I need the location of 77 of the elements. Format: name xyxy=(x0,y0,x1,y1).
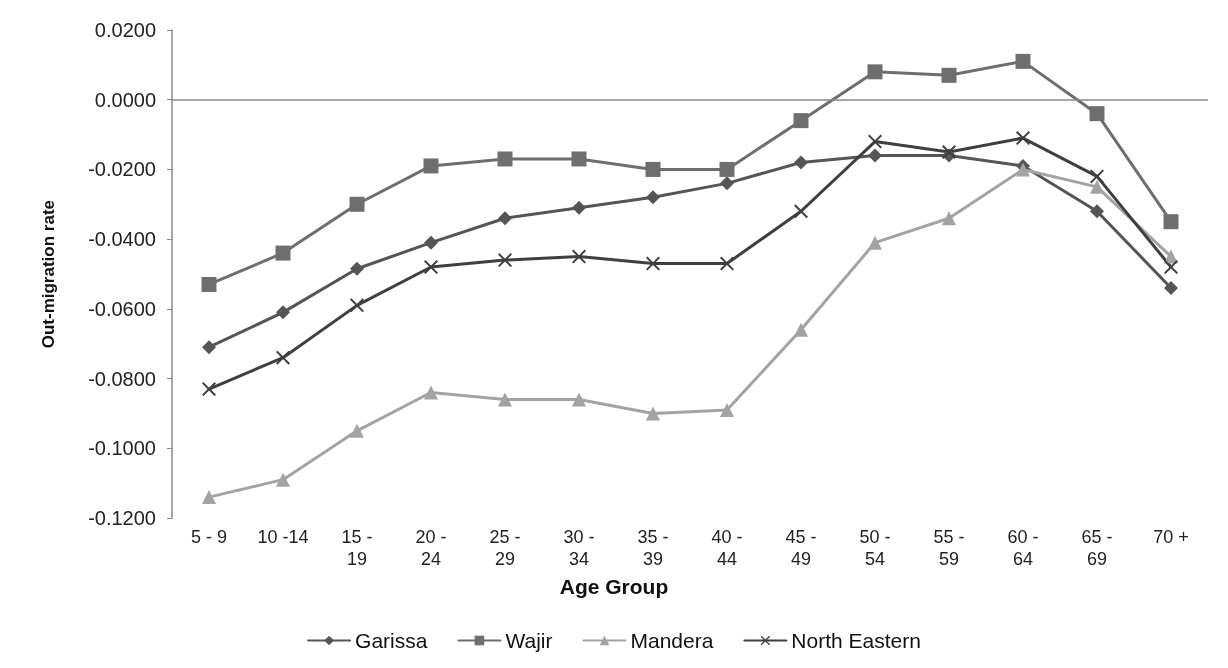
x-tick-label: 50 - 54 xyxy=(859,527,891,569)
point xyxy=(497,151,513,167)
point xyxy=(349,196,365,212)
point xyxy=(202,382,216,397)
point xyxy=(201,276,217,292)
point xyxy=(867,64,883,80)
legend-label: Wajir xyxy=(505,629,553,652)
point xyxy=(350,423,364,438)
x-tick-label: 40 - 44 xyxy=(711,527,743,569)
point xyxy=(1164,280,1178,295)
point xyxy=(941,67,957,83)
point xyxy=(571,151,587,167)
point xyxy=(1090,169,1104,184)
x-tick-label: 5 - 9 xyxy=(190,527,228,547)
point xyxy=(275,245,291,261)
point xyxy=(276,350,290,365)
point xyxy=(942,211,956,226)
point xyxy=(720,176,734,191)
point xyxy=(424,260,438,275)
x-tick-label: 15 - 19 xyxy=(341,527,373,569)
x-tick-label: 20 - 24 xyxy=(415,527,447,569)
point xyxy=(646,190,660,205)
legend-label: North Eastern xyxy=(791,629,921,652)
legend-label: Garissa xyxy=(355,629,428,652)
y-tick-label: -0.0400 xyxy=(88,228,156,251)
point xyxy=(423,158,439,174)
x-tick-label: 30 - 34 xyxy=(563,527,595,569)
point xyxy=(276,472,290,487)
x-tick-label: 55 - 59 xyxy=(933,527,965,569)
point xyxy=(350,261,364,276)
point xyxy=(1164,260,1178,275)
point xyxy=(1090,204,1104,219)
y-tick-label: 0.0000 xyxy=(94,88,156,111)
point xyxy=(646,406,660,421)
x-tick-label: 60 - 64 xyxy=(1007,527,1039,569)
point xyxy=(1089,106,1105,122)
point xyxy=(424,235,438,250)
point xyxy=(1163,214,1179,230)
point xyxy=(793,113,809,129)
point xyxy=(1090,179,1104,194)
x-tick-label: 70 + xyxy=(1153,527,1189,547)
point xyxy=(868,148,882,163)
point xyxy=(868,235,882,250)
point xyxy=(719,161,735,177)
x-tick-label: 65 - 69 xyxy=(1081,527,1113,569)
point xyxy=(720,402,734,417)
point xyxy=(572,200,586,215)
y-tick-label: -0.0600 xyxy=(88,297,156,320)
point xyxy=(794,204,808,219)
point xyxy=(498,253,512,268)
point xyxy=(1015,53,1031,69)
point xyxy=(498,211,512,226)
x-tick-label: 25 - 29 xyxy=(489,527,521,569)
y-tick-label: -0.0200 xyxy=(88,158,156,181)
y-tick-label: -0.1200 xyxy=(88,507,156,529)
y-tick-label: 0.0200 xyxy=(94,19,156,41)
point xyxy=(202,490,216,505)
x-tick-label: 45 - 49 xyxy=(785,527,817,569)
x-tick-label: 10 -14 xyxy=(257,527,309,547)
point xyxy=(424,385,438,400)
x-axis-title: Age Group xyxy=(559,575,669,598)
point xyxy=(276,305,290,320)
legend-label: Mandera xyxy=(630,629,714,652)
y-axis-title: Out-migration rate xyxy=(39,199,58,349)
y-tick-label: -0.1000 xyxy=(88,437,156,460)
point xyxy=(350,298,364,313)
y-tick-label: -0.0800 xyxy=(88,367,156,390)
point xyxy=(498,392,512,407)
x-tick-label: 35 - 39 xyxy=(637,527,669,569)
point xyxy=(572,392,586,407)
point xyxy=(1016,162,1030,177)
point xyxy=(202,340,216,355)
point xyxy=(794,155,808,170)
point xyxy=(794,322,808,337)
point xyxy=(645,161,661,177)
point xyxy=(1016,131,1030,146)
point xyxy=(942,145,956,159)
